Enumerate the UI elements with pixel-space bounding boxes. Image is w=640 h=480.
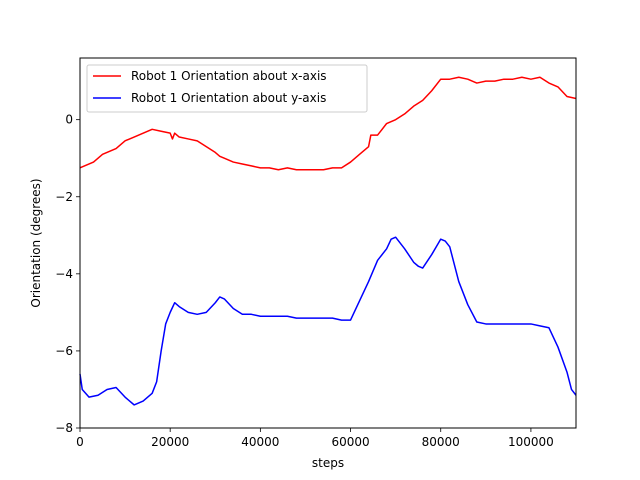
y-axis-label: Orientation (degrees) [29, 178, 43, 307]
series-line-x-axis-orientation [79, 76, 577, 171]
x-axis-label: steps [312, 456, 344, 470]
series-line-y-axis-orientation [79, 236, 577, 406]
y-tick-label: −4 [55, 267, 73, 281]
x-tick-label: 80000 [422, 435, 460, 449]
y-tick-label: 0 [65, 113, 73, 127]
x-tick-label: 100000 [508, 435, 554, 449]
x-axis: 0 20000 40000 60000 80000 100000 [76, 428, 554, 449]
legend-label-x-axis: Robot 1 Orientation about x-axis [131, 69, 327, 83]
legend-box [86, 64, 368, 113]
legend-label-y-axis: Robot 1 Orientation about y-axis [131, 91, 326, 105]
x-tick-label: 60000 [331, 435, 369, 449]
plot-border [79, 57, 577, 429]
series-layer [79, 76, 577, 406]
y-tick-label: −8 [55, 421, 73, 435]
y-axis: −8 −6 −4 −2 0 [55, 113, 80, 435]
y-tick-label: −2 [55, 190, 73, 204]
x-tick-label: 0 [76, 435, 84, 449]
x-tick-label: 40000 [241, 435, 279, 449]
y-tick-label: −6 [55, 344, 73, 358]
legend: Robot 1 Orientation about x-axis Robot 1… [86, 64, 368, 113]
x-tick-label: 20000 [151, 435, 189, 449]
plot-area [80, 58, 576, 428]
